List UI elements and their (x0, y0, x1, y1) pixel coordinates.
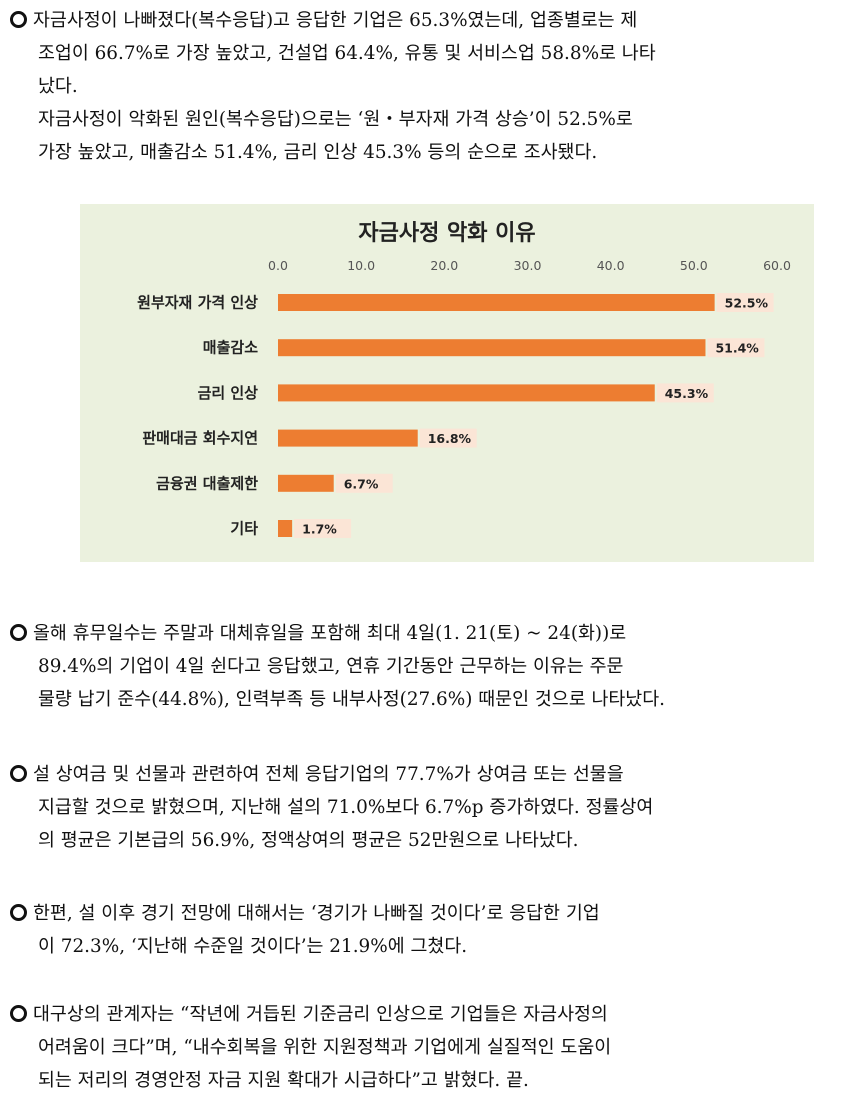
bar (278, 474, 334, 492)
category-label: 원부자재 가격 인상 (137, 294, 258, 312)
category-label: 매출감소 (203, 339, 258, 357)
paragraph-line: 한편, 설 이후 경기 전망에 대해서는 ‘경기가 나빠질 것이다’로 응답한 … (10, 897, 828, 930)
category-label: 판매대금 회수지연 (142, 429, 258, 447)
data-label: 51.4% (715, 341, 759, 356)
paragraph-line: 지급할 것으로 밝혔으며, 지난해 설의 71.0%보다 6.7%p 증가하였다… (38, 797, 654, 818)
paragraph-funding-condition: 자금사정이 나빠졌다(복수응답)고 응답한 기업은 65.3%였는데, 업종별로… (10, 4, 828, 169)
paragraph-first-line: 설 상여금 및 선물과 관련하여 전체 응답기업의 77.7%가 상여금 또는 … (33, 764, 624, 785)
data-label-background (419, 428, 477, 448)
paragraph-line: 올해 휴무일수는 주말과 대체휴일을 포함해 최대 4일(1. 21(토) ~ … (10, 617, 828, 650)
bullet-icon (10, 624, 27, 641)
category-label: 기타 (230, 520, 258, 538)
paragraph-official-quote: 대구상의 관계자는 “작년에 거듭된 기준금리 인상으로 기업들은 자금사정의 … (10, 998, 828, 1097)
paragraph-first-line: 한편, 설 이후 경기 전망에 대해서는 ‘경기가 나빠질 것이다’로 응답한 … (33, 903, 600, 924)
bullet-icon (10, 765, 27, 782)
bar (278, 294, 715, 311)
paragraph-line: 자금사정이 나빠졌다(복수응답)고 응답한 기업은 65.3%였는데, 업종별로… (10, 4, 828, 37)
paragraph-outlook: 한편, 설 이후 경기 전망에 대해서는 ‘경기가 나빠질 것이다’로 응답한 … (10, 897, 828, 963)
category-label: 금융권 대출제한 (156, 474, 258, 492)
bar (278, 429, 418, 447)
x-tick-label: 10.0 (347, 258, 375, 273)
paragraph-bonus: 설 상여금 및 선물과 관련하여 전체 응답기업의 77.7%가 상여금 또는 … (10, 758, 828, 857)
data-label: 45.3% (665, 386, 709, 401)
paragraph-line: 어려움이 크다”며, “내수회복을 위한 지원정책과 기업에게 실질적인 도움이 (38, 1037, 612, 1058)
paragraph-line: 대구상의 관계자는 “작년에 거듭된 기준금리 인상으로 기업들은 자금사정의 (10, 998, 828, 1031)
bar (278, 384, 655, 402)
bar (278, 339, 706, 357)
data-label: 52.5% (725, 296, 769, 311)
data-label: 16.8% (428, 431, 472, 446)
paragraph-line: 설 상여금 및 선물과 관련하여 전체 응답기업의 77.7%가 상여금 또는 … (10, 758, 828, 791)
bar-series: 원부자재 가격 인상 52.5% 매출감소 51.4% 금리 인상 45.3% 판매대금 회… (137, 293, 774, 538)
paragraph-line: 89.4%의 기업이 4일 쉰다고 응답했고, 연휴 기간동안 근무하는 이유는… (38, 656, 624, 677)
x-tick-label: 60.0 (763, 258, 791, 273)
bullet-icon (10, 11, 27, 28)
data-label: 6.7% (344, 476, 379, 491)
bullet-icon (10, 1005, 27, 1022)
x-tick-label: 30.0 (514, 258, 542, 273)
bar (278, 520, 293, 537)
paragraph-line: 되는 저리의 경영안정 자금 지원 확대가 시급하다”고 밝혔다. 끝. (38, 1070, 529, 1091)
paragraph-line: 가장 높았고, 매출감소 51.4%, 금리 인상 45.3% 등의 순으로 조… (38, 142, 598, 163)
paragraph-line: 자금사정이 악화된 원인(복수응답)으로는 ‘원・부자재 가격 상승’이 52.… (38, 109, 633, 130)
chart-title: 자금사정 악화 이유 (358, 221, 535, 246)
x-tick-label: 0.0 (268, 258, 288, 273)
data-label-background (335, 473, 393, 493)
paragraph-first-line: 대구상의 관계자는 “작년에 거듭된 기준금리 인상으로 기업들은 자금사정의 (33, 1004, 608, 1025)
x-axis-ticks: 0.0 10.0 20.0 30.0 40.0 50.0 60.0 (268, 258, 791, 273)
x-tick-label: 50.0 (680, 258, 708, 273)
paragraph-holidays: 올해 휴무일수는 주말과 대체휴일을 포함해 최대 4일(1. 21(토) ~ … (10, 617, 828, 716)
x-tick-label: 20.0 (430, 258, 458, 273)
paragraph-first-line: 올해 휴무일수는 주말과 대체휴일을 포함해 최대 4일(1. 21(토) ~ … (33, 623, 627, 644)
data-label-background (294, 519, 352, 538)
bullet-icon (10, 904, 27, 921)
paragraph-line: 물량 납기 준수(44.8%), 인력부족 등 내부사정(27.6%) 때문인 … (38, 689, 665, 710)
data-label-background (656, 383, 714, 403)
x-tick-label: 40.0 (597, 258, 625, 273)
bar-chart-svg: 자금사정 악화 이유 0.0 10.0 20.0 30.0 40.0 50.0 60.0 원… (137, 221, 791, 538)
paragraph-line: 조업이 66.7%로 가장 높았고, 건설업 64.4%, 유통 및 서비스업 … (38, 43, 656, 64)
paragraph-line: 의 평균은 기본급의 56.9%, 정액상여의 평균은 52만원으로 나타났다. (38, 830, 579, 851)
data-label-background (716, 293, 774, 312)
data-label: 1.7% (302, 522, 337, 537)
data-label-background (707, 338, 765, 358)
category-label: 금리 인상 (198, 384, 259, 402)
paragraph-line: 이 72.3%, ‘지난해 수준일 것이다’는 21.9%에 그쳤다. (38, 936, 468, 957)
paragraph-first-line: 자금사정이 나빠졌다(복수응답)고 응답한 기업은 65.3%였는데, 업종별로… (33, 10, 638, 31)
paragraph-line: 났다. (38, 76, 78, 97)
funding-deterioration-chart: 자금사정 악화 이유 0.0 10.0 20.0 30.0 40.0 50.0 60.0 원… (80, 204, 814, 562)
